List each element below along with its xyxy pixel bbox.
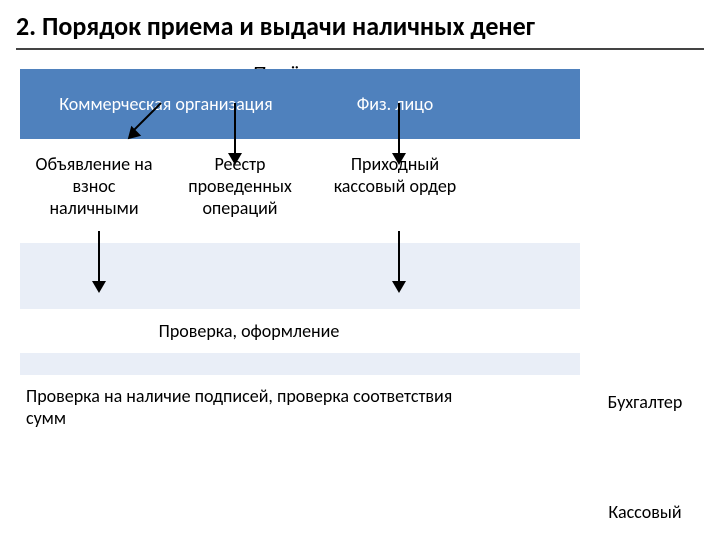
final-row: Проверка на наличие подписей, проверка с…: [20, 375, 580, 439]
doc-pko: Приходный кассовый ордер: [312, 145, 478, 205]
check-merged: Проверка, оформление: [20, 309, 478, 353]
header-blank: [478, 69, 580, 139]
flow-table: Коммерческая организация Физ. лицо .arro…: [20, 69, 580, 439]
final-blank: [478, 375, 580, 439]
spacer-row-2: [20, 353, 580, 375]
role-cashier: Кассовый: [582, 492, 708, 532]
doc-announcement: Объявление на взнос наличными: [20, 145, 168, 227]
check-blank: [478, 309, 580, 353]
check-row: Проверка, оформление: [20, 309, 580, 353]
docs-blank: [478, 145, 580, 161]
header-row: Коммерческая организация Физ. лицо .arro…: [20, 69, 580, 139]
header-commercial: Коммерческая организация: [20, 69, 312, 139]
spacer-row-1: [20, 243, 580, 309]
docs-row: Объявление на взнос наличными Реестр про…: [20, 139, 580, 243]
header-individual: Физ. лицо: [312, 69, 478, 139]
role-accountant: Бухгалтер: [582, 380, 708, 424]
page-title: 2. Порядок приема и выдачи наличных дене…: [16, 10, 704, 50]
doc-registry: Реестр проведенных операций: [168, 145, 312, 227]
final-merged: Проверка на наличие подписей, проверка с…: [20, 375, 478, 439]
